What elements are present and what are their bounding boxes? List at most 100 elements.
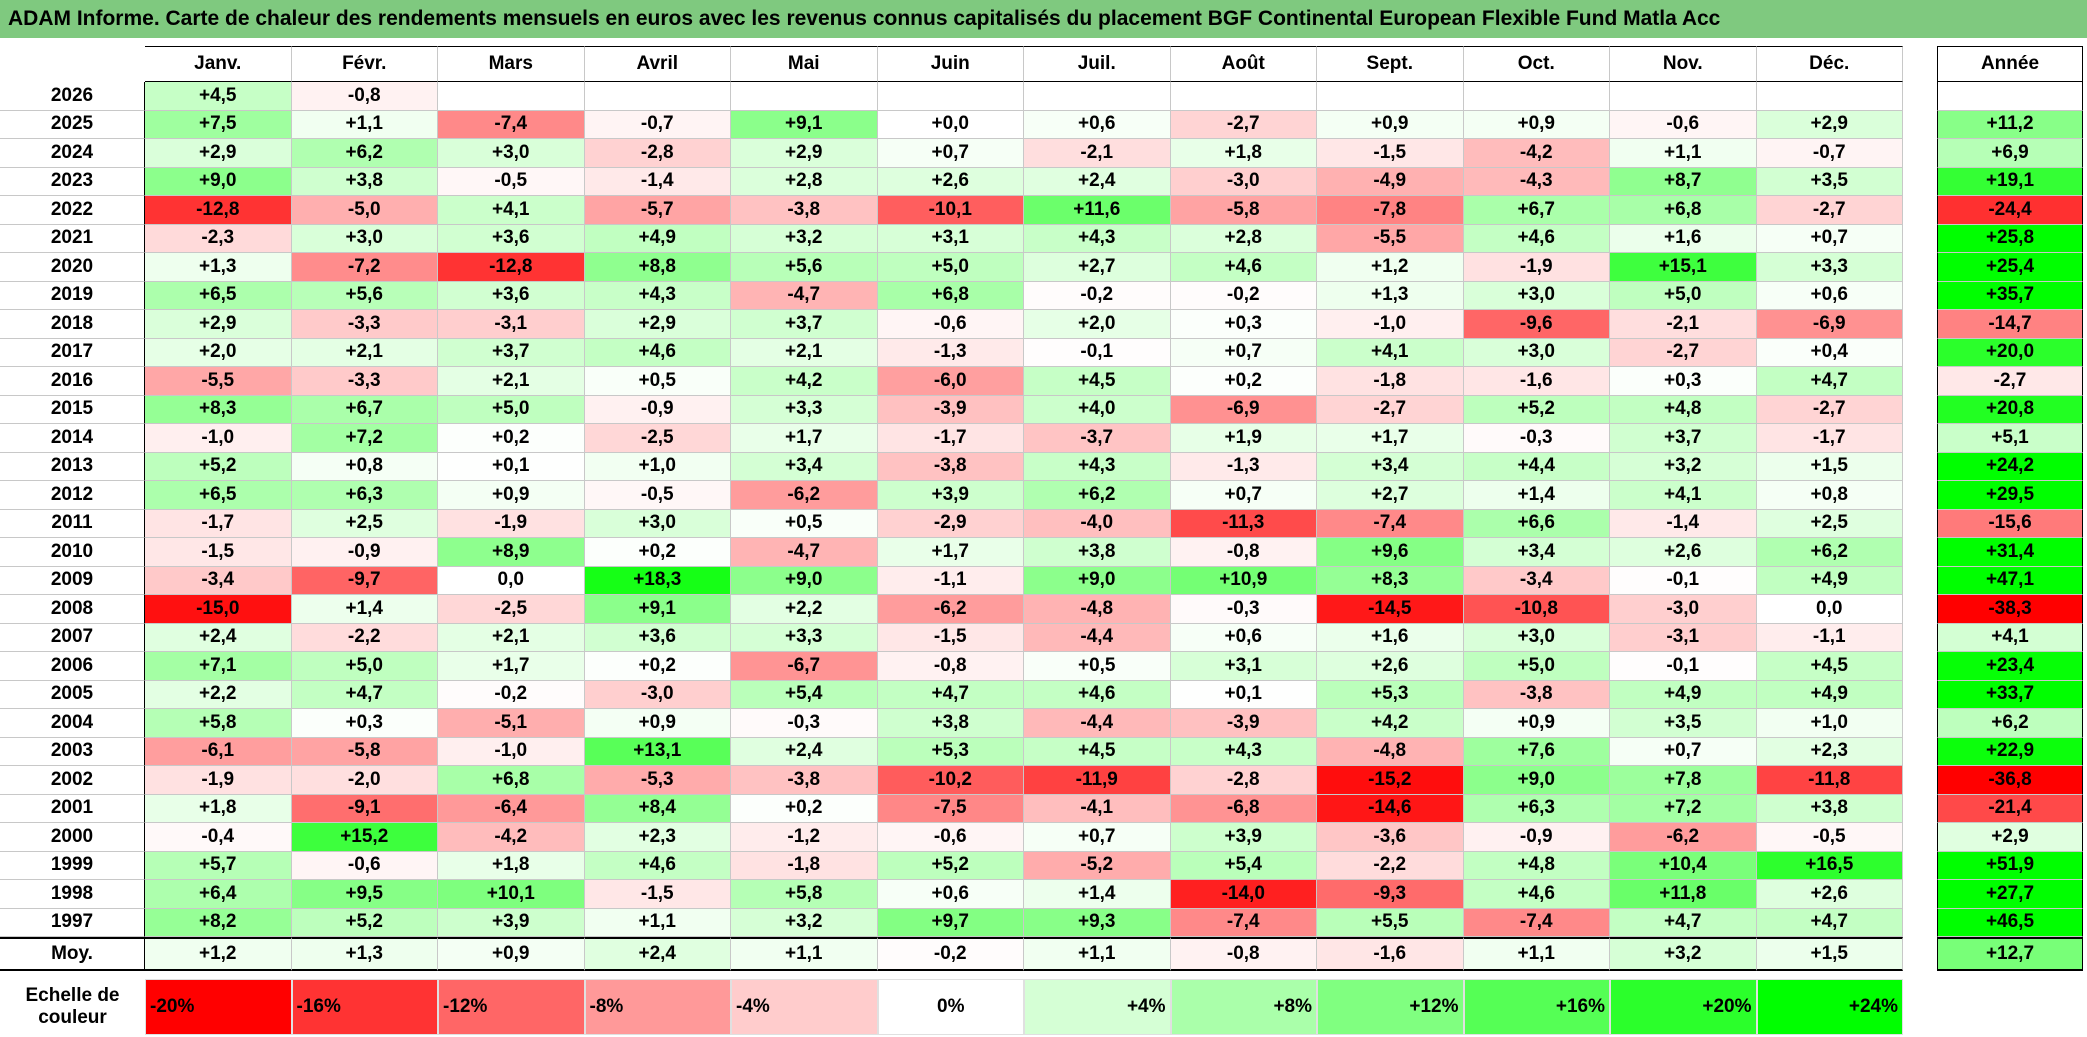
heatmap-cell: +4,9: [584, 224, 731, 253]
heatmap-cell: [438, 82, 585, 111]
heatmap-cell: +1,9: [1170, 424, 1317, 453]
annual-cell: +46,5: [1937, 908, 2083, 937]
heatmap-cell: -3,8: [731, 196, 878, 225]
year-label: 2016: [0, 367, 145, 396]
heatmap-cell: -2,5: [584, 424, 731, 453]
heatmap-cell: +0,8: [1756, 481, 1903, 510]
annual-cell: +47,1: [1937, 566, 2083, 595]
heatmap-cell: -9,1: [291, 794, 438, 823]
heatmap-cell: +4,6: [584, 851, 731, 880]
heatmap-cell: -9,3: [1317, 880, 1464, 909]
heatmap-cell: +0,9: [1317, 110, 1464, 139]
average-cell: +1,1: [1024, 937, 1171, 971]
average-cell: -0,8: [1170, 937, 1317, 971]
heatmap-cell: -15,2: [1317, 766, 1464, 795]
heatmap-cell: +3,6: [438, 224, 585, 253]
heatmap-cell: [1610, 82, 1757, 111]
heatmap-cell: -5,0: [291, 196, 438, 225]
heatmap-cell: +8,3: [145, 395, 292, 424]
heatmap-cell: [1170, 82, 1317, 111]
heatmap-cell: [1463, 82, 1610, 111]
heatmap-cell: +10,9: [1170, 566, 1317, 595]
heatmap-cell: +9,6: [1317, 538, 1464, 567]
heatmap-cell: +1,1: [584, 908, 731, 937]
heatmap-cell: -0,3: [731, 709, 878, 738]
month-header: Sept.: [1317, 46, 1464, 82]
heatmap-cell: +2,9: [145, 310, 292, 339]
year-label: 2018: [0, 310, 145, 339]
scale-swatch: +20%: [1610, 979, 1757, 1035]
heatmap-cell: +4,6: [1170, 253, 1317, 282]
heatmap-cell: +6,2: [1024, 481, 1171, 510]
heatmap-cell: +9,0: [1024, 566, 1171, 595]
heatmap-cell: +2,3: [584, 823, 731, 852]
heatmap-cell: -3,1: [438, 310, 585, 339]
heatmap-cell: +4,5: [1024, 367, 1171, 396]
heatmap-cell: +6,6: [1463, 509, 1610, 538]
heatmap-cell: -15,0: [145, 595, 292, 624]
heatmap-cell: -4,0: [1024, 509, 1171, 538]
heatmap-cell: +3,5: [1756, 167, 1903, 196]
scale-swatch: -4%: [731, 979, 878, 1035]
heatmap-cell: -3,3: [291, 367, 438, 396]
heatmap-cell: -6,2: [1610, 823, 1757, 852]
heatmap-cell: +0,3: [291, 709, 438, 738]
heatmap-cell: -0,5: [1756, 823, 1903, 852]
heatmap-cell: -1,9: [438, 509, 585, 538]
heatmap-cell: +5,2: [877, 851, 1024, 880]
heatmap-cell: +0,7: [877, 139, 1024, 168]
heatmap-cell: +3,9: [1170, 823, 1317, 852]
heatmap-cell: -1,2: [731, 823, 878, 852]
heatmap-cell: -1,5: [877, 623, 1024, 652]
heatmap-cell: +4,6: [1463, 224, 1610, 253]
annual-cell: +6,9: [1937, 139, 2083, 168]
year-label: 2002: [0, 766, 145, 795]
scale-swatch: +8%: [1170, 979, 1317, 1035]
heatmap-cell: +1,8: [145, 794, 292, 823]
heatmap-cell: -1,0: [438, 737, 585, 766]
heatmap-cell: -0,4: [145, 823, 292, 852]
heatmap-cell: -6,0: [877, 367, 1024, 396]
heatmap-cell: +6,7: [1463, 196, 1610, 225]
annual-cell: +19,1: [1937, 167, 2083, 196]
heatmap-cell: [584, 82, 731, 111]
heatmap-cell: -0,2: [438, 680, 585, 709]
heatmap-cell: -9,7: [291, 566, 438, 595]
heatmap-cell: +4,8: [1610, 395, 1757, 424]
heatmap-cell: +1,6: [1610, 224, 1757, 253]
heatmap-cell: -7,2: [291, 253, 438, 282]
heatmap-cell: -0,2: [1170, 281, 1317, 310]
heatmap-cell: +4,5: [1756, 652, 1903, 681]
heatmap-cell: -5,8: [1170, 196, 1317, 225]
heatmap-cell: -2,2: [1317, 851, 1464, 880]
year-label: 2009: [0, 566, 145, 595]
heatmap-cell: +3,0: [291, 224, 438, 253]
heatmap-cell: +10,1: [438, 880, 585, 909]
scale-swatch: -8%: [584, 979, 731, 1035]
heatmap-cell: +2,0: [145, 338, 292, 367]
year-label: 2015: [0, 395, 145, 424]
heatmap-cell: -7,8: [1317, 196, 1464, 225]
heatmap-cell: -1,0: [145, 424, 292, 453]
heatmap-cell: +5,4: [1170, 851, 1317, 880]
heatmap-cell: -14,5: [1317, 595, 1464, 624]
heatmap-cell: +0,7: [1756, 224, 1903, 253]
heatmap-cell: -4,8: [1024, 595, 1171, 624]
heatmap-table: Janv. Févr. Mars Avril Mai Juin Juil. Août Sept.…: [0, 46, 1903, 971]
heatmap-cell: -10,2: [877, 766, 1024, 795]
heatmap-cell: +1,1: [291, 110, 438, 139]
heatmap-cell: +2,1: [731, 338, 878, 367]
heatmap-cell: -0,6: [877, 823, 1024, 852]
heatmap-cell: +2,6: [1317, 652, 1464, 681]
heatmap-cell: -0,1: [1610, 652, 1757, 681]
annual-cell: +25,8: [1937, 224, 2083, 253]
scale-swatch: -16%: [291, 979, 438, 1035]
heatmap-cell: -0,9: [1463, 823, 1610, 852]
heatmap-cell: -10,8: [1463, 595, 1610, 624]
heatmap-cell: +6,3: [1463, 794, 1610, 823]
heatmap-cell: +1,0: [1756, 709, 1903, 738]
heatmap-cell: -6,9: [1170, 395, 1317, 424]
heatmap-cell: -6,1: [145, 737, 292, 766]
year-label: 2017: [0, 338, 145, 367]
average-label: Moy.: [0, 937, 145, 971]
